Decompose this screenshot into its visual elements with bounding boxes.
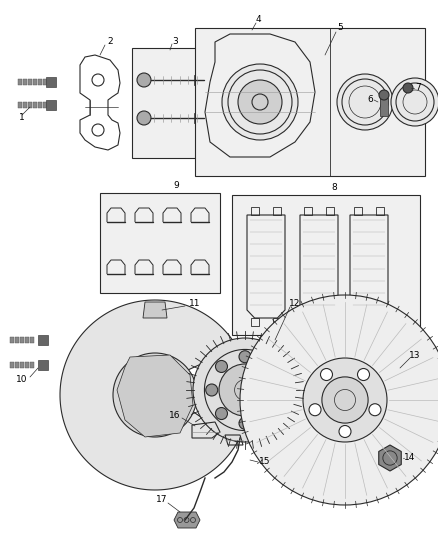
- Polygon shape: [379, 445, 401, 471]
- Bar: [43, 102, 47, 108]
- Text: 13: 13: [409, 351, 421, 359]
- Bar: [38, 335, 48, 345]
- Bar: [23, 102, 27, 108]
- Bar: [33, 79, 37, 85]
- Bar: [30, 362, 34, 368]
- Bar: [10, 337, 14, 343]
- Bar: [194, 75, 204, 85]
- Bar: [15, 337, 19, 343]
- Circle shape: [262, 360, 275, 373]
- Bar: [38, 79, 42, 85]
- Bar: [326, 318, 334, 326]
- Circle shape: [137, 111, 151, 125]
- Text: 5: 5: [337, 23, 343, 33]
- Circle shape: [206, 384, 218, 396]
- Circle shape: [239, 417, 251, 429]
- Text: 9: 9: [173, 182, 179, 190]
- Circle shape: [337, 74, 393, 130]
- Text: 12: 12: [290, 298, 301, 308]
- Bar: [20, 337, 24, 343]
- Circle shape: [369, 403, 381, 416]
- Bar: [25, 337, 29, 343]
- Text: 15: 15: [259, 457, 271, 466]
- Circle shape: [272, 384, 284, 396]
- Bar: [326, 207, 334, 215]
- Text: 6: 6: [367, 95, 373, 104]
- Text: 4: 4: [255, 15, 261, 25]
- Text: 2: 2: [107, 37, 113, 46]
- Circle shape: [238, 80, 282, 124]
- Circle shape: [215, 360, 227, 373]
- Polygon shape: [143, 302, 167, 318]
- Bar: [195, 28, 425, 176]
- Bar: [251, 207, 259, 215]
- Text: 10: 10: [16, 376, 28, 384]
- Bar: [304, 207, 312, 215]
- Text: 11: 11: [189, 298, 201, 308]
- Text: 14: 14: [404, 454, 416, 463]
- Bar: [23, 79, 27, 85]
- Circle shape: [219, 364, 271, 416]
- Bar: [38, 102, 42, 108]
- Text: 3: 3: [172, 37, 178, 46]
- Circle shape: [113, 353, 197, 437]
- Bar: [18, 102, 22, 108]
- Circle shape: [309, 403, 321, 416]
- Circle shape: [215, 408, 227, 419]
- Bar: [43, 79, 47, 85]
- Bar: [354, 207, 362, 215]
- Bar: [15, 362, 19, 368]
- Bar: [273, 318, 281, 326]
- Bar: [20, 362, 24, 368]
- Bar: [25, 362, 29, 368]
- Bar: [251, 318, 259, 326]
- Bar: [354, 318, 362, 326]
- Bar: [10, 362, 14, 368]
- Bar: [273, 207, 281, 215]
- Circle shape: [222, 64, 298, 140]
- Text: 16: 16: [169, 410, 181, 419]
- Bar: [132, 48, 212, 158]
- Bar: [46, 100, 56, 110]
- Circle shape: [391, 78, 438, 126]
- Text: 8: 8: [331, 183, 337, 192]
- Text: 7: 7: [415, 84, 421, 93]
- Polygon shape: [117, 355, 193, 437]
- Text: 17: 17: [156, 496, 168, 505]
- Circle shape: [193, 338, 297, 442]
- Bar: [38, 360, 48, 370]
- Bar: [194, 113, 204, 123]
- Circle shape: [357, 368, 370, 381]
- Bar: [380, 98, 388, 116]
- Circle shape: [322, 377, 368, 423]
- Polygon shape: [60, 300, 237, 490]
- Bar: [28, 79, 32, 85]
- Circle shape: [262, 408, 275, 419]
- Bar: [376, 318, 384, 326]
- Bar: [33, 102, 37, 108]
- Bar: [28, 102, 32, 108]
- Bar: [46, 77, 56, 87]
- Bar: [18, 79, 22, 85]
- Circle shape: [403, 83, 413, 93]
- Circle shape: [321, 368, 332, 381]
- Circle shape: [379, 90, 389, 100]
- Polygon shape: [174, 512, 200, 528]
- Circle shape: [137, 73, 151, 87]
- Text: 1: 1: [19, 114, 25, 123]
- Bar: [30, 337, 34, 343]
- Bar: [232, 195, 420, 335]
- Circle shape: [240, 295, 438, 505]
- Bar: [376, 207, 384, 215]
- Circle shape: [339, 425, 351, 438]
- Bar: [304, 318, 312, 326]
- Circle shape: [239, 351, 251, 363]
- Circle shape: [303, 358, 387, 442]
- Bar: [100, 193, 220, 293]
